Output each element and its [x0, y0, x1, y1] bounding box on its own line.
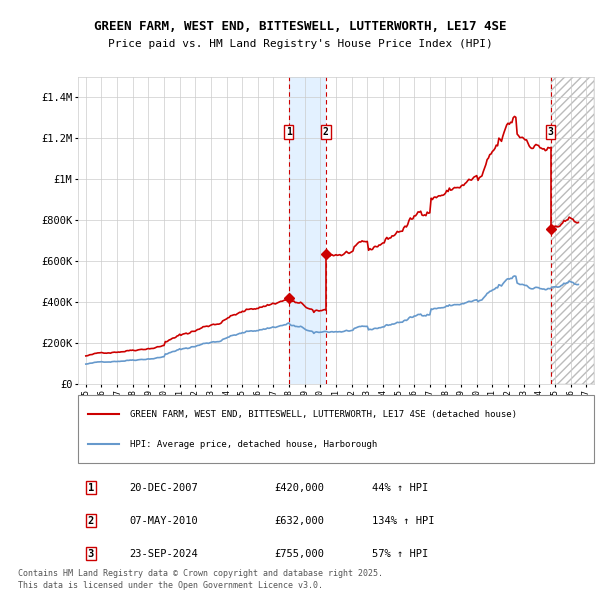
- Bar: [289, 77, 326, 384]
- FancyBboxPatch shape: [78, 395, 594, 463]
- Text: £632,000: £632,000: [274, 516, 324, 526]
- Text: 3: 3: [88, 549, 94, 559]
- Text: HPI: Average price, detached house, Harborough: HPI: Average price, detached house, Harb…: [130, 440, 377, 448]
- Bar: [551, 77, 594, 384]
- Text: Price paid vs. HM Land Registry's House Price Index (HPI): Price paid vs. HM Land Registry's House …: [107, 40, 493, 49]
- Text: 2: 2: [88, 516, 94, 526]
- Text: 44% ↑ HPI: 44% ↑ HPI: [372, 483, 428, 493]
- Text: GREEN FARM, WEST END, BITTESWELL, LUTTERWORTH, LE17 4SE (detached house): GREEN FARM, WEST END, BITTESWELL, LUTTER…: [130, 410, 517, 419]
- Text: 1: 1: [286, 127, 292, 137]
- Text: 20-DEC-2007: 20-DEC-2007: [130, 483, 199, 493]
- Text: 23-SEP-2024: 23-SEP-2024: [130, 549, 199, 559]
- Text: 07-MAY-2010: 07-MAY-2010: [130, 516, 199, 526]
- Text: 57% ↑ HPI: 57% ↑ HPI: [372, 549, 428, 559]
- Text: 2: 2: [323, 127, 329, 137]
- Text: £420,000: £420,000: [274, 483, 324, 493]
- Text: 1: 1: [88, 483, 94, 493]
- Text: 134% ↑ HPI: 134% ↑ HPI: [372, 516, 434, 526]
- Text: £755,000: £755,000: [274, 549, 324, 559]
- Text: Contains HM Land Registry data © Crown copyright and database right 2025.
This d: Contains HM Land Registry data © Crown c…: [18, 569, 383, 590]
- Text: 3: 3: [548, 127, 554, 137]
- Text: GREEN FARM, WEST END, BITTESWELL, LUTTERWORTH, LE17 4SE: GREEN FARM, WEST END, BITTESWELL, LUTTER…: [94, 20, 506, 33]
